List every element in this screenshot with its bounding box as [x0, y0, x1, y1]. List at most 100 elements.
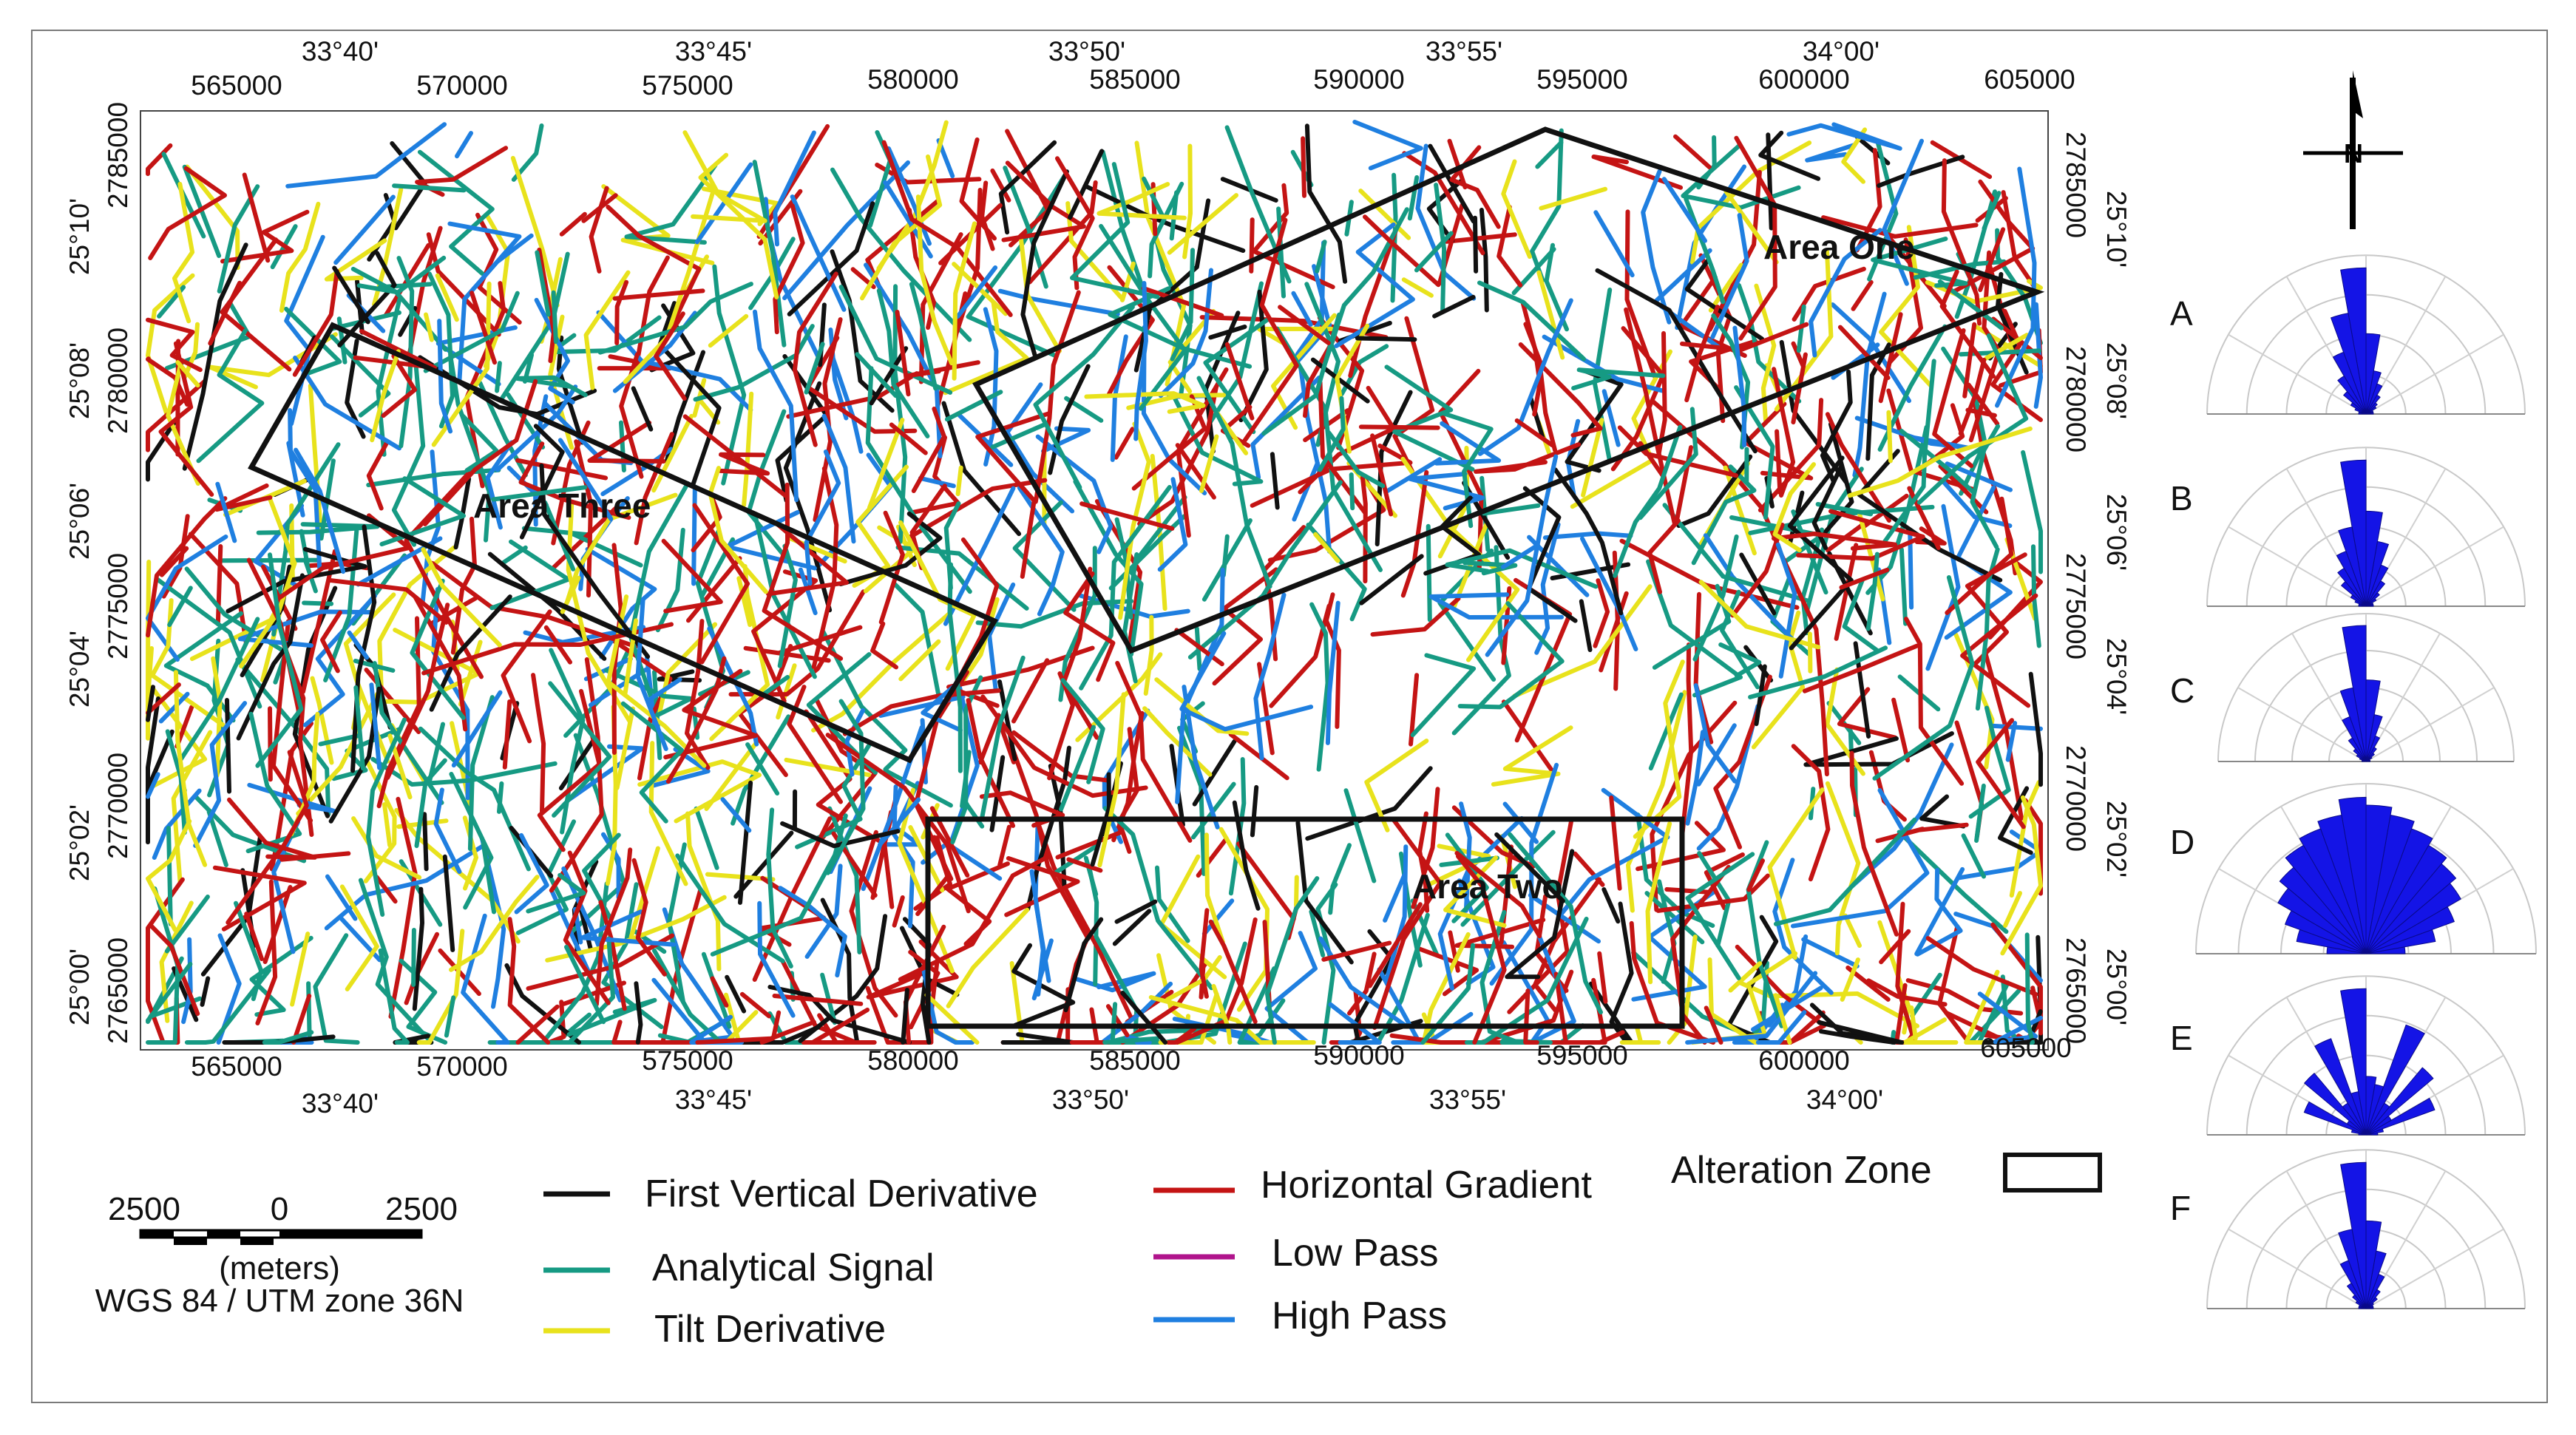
lineament: [739, 991, 772, 1019]
lineament: [1815, 502, 1874, 517]
lineament: [1819, 1029, 1897, 1045]
lineament: [1326, 430, 1386, 489]
lineament: [146, 317, 203, 373]
lineament: [756, 123, 830, 239]
lineament: [1438, 368, 1484, 572]
lineament: [392, 183, 467, 193]
lineament: [1891, 697, 1911, 763]
lineament: [631, 386, 654, 432]
lineament: [1020, 169, 1069, 360]
lineament: [1932, 328, 1974, 469]
lineament: [624, 163, 718, 245]
lineament: [589, 186, 609, 274]
lineament: [1432, 294, 1476, 319]
lineament: [407, 225, 443, 357]
lineament: [1796, 509, 1925, 561]
lineament: [208, 280, 243, 346]
lineament: [990, 421, 1050, 450]
lineament: [1755, 1010, 1807, 1045]
lat-label-right: 25°08': [2101, 342, 2132, 419]
x-axis-bottom: 565000 570000 575000 580000 585000 59000…: [191, 1033, 2071, 1082]
lineament: [535, 250, 551, 317]
lineament: [208, 332, 338, 390]
lineament: [545, 895, 727, 963]
lineament: [1638, 407, 1698, 520]
lineament: [1141, 286, 1224, 318]
lineament: [148, 166, 227, 260]
lineament: [2003, 891, 2022, 928]
lineament-lines: [146, 120, 2043, 1045]
lon-label-top: 33°45': [675, 36, 752, 67]
lat-label-right: 25°02': [2101, 801, 2132, 878]
lat-label-left: 25°10': [64, 198, 95, 275]
lineament: [1250, 444, 1413, 508]
lineament: [146, 729, 174, 791]
lineament: [1003, 166, 1048, 289]
lineament: [623, 184, 717, 384]
lineament: [1236, 841, 1296, 921]
lineament: [1684, 258, 1765, 342]
lineament: [155, 577, 262, 709]
lineament: [1097, 692, 1126, 868]
lineament: [675, 853, 785, 963]
lineament: [226, 546, 367, 614]
lineament: [909, 478, 1048, 539]
lineament: [1807, 631, 1813, 674]
lineament: [159, 546, 189, 577]
lineament: [947, 562, 963, 773]
lineament: [682, 130, 767, 223]
rose-diagram: B: [2170, 447, 2526, 607]
lineament: [1619, 538, 1800, 610]
lineament: [780, 821, 901, 849]
lineament: [1100, 981, 1173, 1045]
lineament: [1054, 842, 1101, 875]
lineament: [1292, 264, 1332, 368]
lineament: [1079, 485, 1172, 691]
y-tick-left: 2770000: [103, 753, 133, 859]
lineament: [318, 733, 360, 747]
lineament: [1363, 214, 1441, 288]
lineament: [708, 313, 749, 348]
lineament: [430, 560, 638, 649]
lineament: [955, 265, 998, 319]
lon-label-bottom: 33°45': [675, 1085, 752, 1115]
lineament: [1539, 186, 1607, 211]
lineament: [1253, 592, 1287, 761]
lineament: [1723, 189, 1779, 265]
lineament: [997, 824, 1011, 867]
lineament: [424, 312, 434, 342]
lineament: [1650, 700, 1738, 912]
lineament: [1148, 181, 1184, 279]
lineament: [710, 813, 848, 957]
lineament: [766, 807, 793, 968]
lineament: [1941, 346, 1987, 496]
lineament: [1457, 878, 1496, 986]
lineament: [634, 432, 674, 546]
lineament: [1553, 971, 1568, 1045]
lineament: [200, 834, 262, 977]
y-axis-right: 2785000 2780000 2775000 2770000 2765000 …: [2061, 132, 2132, 1044]
lineament: [1974, 783, 1986, 843]
lineament: [166, 362, 200, 486]
lineament: [1766, 132, 1774, 231]
lineament: [296, 691, 380, 816]
lineament: [944, 390, 1003, 422]
lineament: [568, 530, 643, 568]
lineament: [1670, 864, 1731, 1045]
lineament: [146, 962, 193, 1023]
lineament: [1137, 384, 1219, 526]
lineament: [908, 949, 940, 1030]
lineament: [262, 1030, 314, 1045]
lineament: [501, 609, 552, 744]
lat-label-left: 25°08': [64, 342, 95, 419]
lineament: [1619, 1026, 1661, 1045]
rose-petal: [2352, 1295, 2367, 1309]
lineament: [566, 997, 657, 1037]
lineament: [182, 242, 248, 471]
lineament: [892, 957, 940, 1045]
lineament: [235, 657, 331, 817]
lineament: [1909, 1005, 1918, 1041]
lineament: [1746, 858, 1765, 892]
lon-label-bottom: 33°55': [1429, 1085, 1506, 1115]
